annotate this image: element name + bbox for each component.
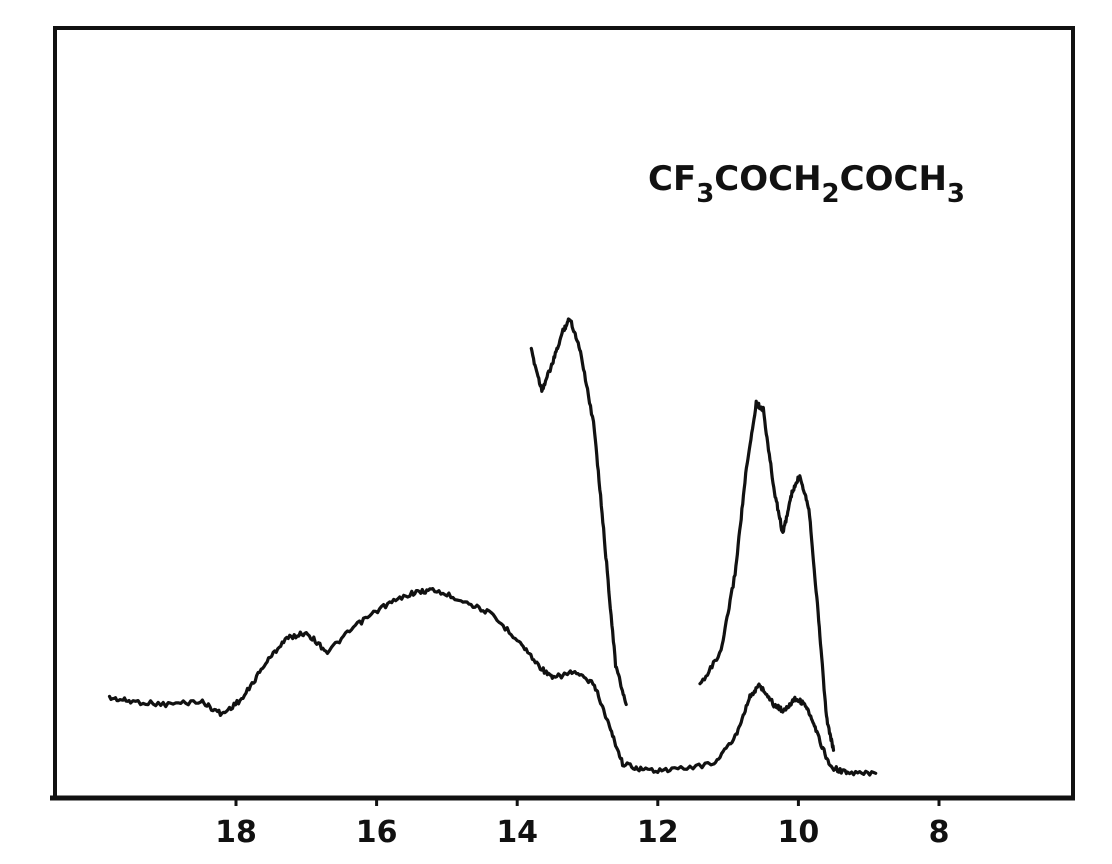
x-tick-label: 18 [215,815,257,850]
x-tick-label: 14 [496,815,538,850]
formula-part-1: CF [648,159,696,199]
x-axis-ticks: 18 16 14 12 10 8 [215,798,949,850]
plot-frame [53,26,1075,800]
compound-formula: CF3COCH2COCH3 [648,159,965,209]
formula-part-2: 3 [696,179,714,209]
formula-part-5: COCH [840,159,947,199]
spectrum-trace-3 [698,399,836,752]
x-tick-label: 16 [356,815,398,850]
spectrum-trace-1 [107,587,878,777]
x-tick-label: 12 [637,815,679,850]
x-tick-label: 8 [929,815,950,850]
x-tick-label: 10 [778,815,820,850]
spectrum-trace-2 [529,317,628,707]
spectrum-traces [107,317,878,777]
formula-part-6: 3 [947,179,965,209]
formula-part-4: 2 [822,179,840,209]
formula-part-3: COCH [714,159,821,199]
